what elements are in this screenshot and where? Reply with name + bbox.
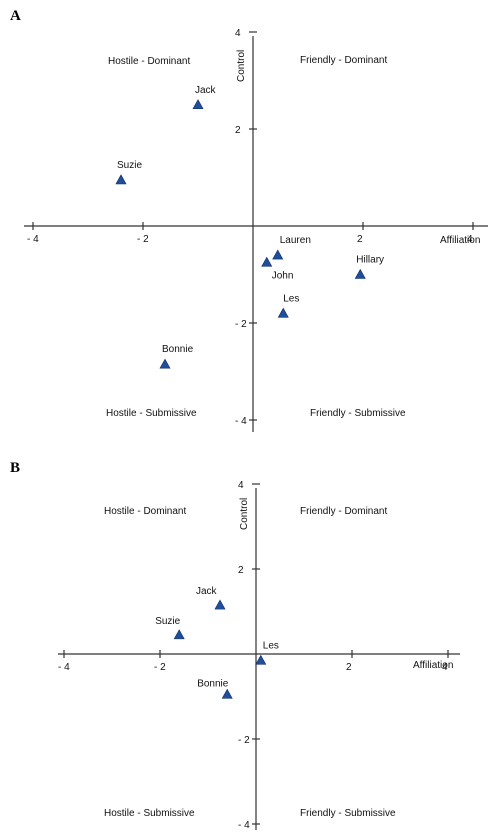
panel-a-quadrant-bottom-right: Friendly - Submissive	[310, 408, 406, 419]
panel-b-quadrant-top-right: Friendly - Dominant	[300, 506, 387, 517]
panel-b: B Affiliation Control Hostile - Dominant…	[10, 460, 460, 831]
panel-a-x-tick-label: - 4	[27, 234, 39, 245]
panel-b-x-tick-label: 2	[346, 662, 352, 673]
panel-b-y-tick-label: 4	[238, 480, 244, 491]
panel-a-point-label-john: John	[272, 270, 294, 281]
panel-a-point-label-jack: Jack	[195, 85, 217, 96]
panel-a-point-label-suzie: Suzie	[117, 160, 142, 171]
panel-a-point-bonnie	[159, 358, 171, 369]
panel-b-point-label-suzie: Suzie	[155, 616, 180, 627]
panel-a-letter: A	[10, 8, 21, 24]
panel-a: A Affiliation Control Hostile - Dominant…	[10, 8, 488, 432]
panel-a-point-suzie	[115, 174, 127, 185]
panel-a-y-axis-label: Control	[236, 50, 247, 82]
panel-b-x-axis-label: Affiliation	[413, 660, 453, 671]
panel-b-point-les	[255, 654, 267, 665]
panel-a-y-tick-label: 2	[235, 125, 241, 136]
panel-b-y-axis-label: Control	[239, 498, 250, 530]
panel-a-marks: - 4 - 2 2 4 4 2 - 2 - 4 Jack Suzie Lauren John Hilla…	[27, 28, 474, 427]
panel-b-y-tick-label: - 4	[238, 820, 250, 831]
panel-a-quadrant-top-left: Hostile - Dominant	[108, 56, 190, 67]
panel-b-x-tick-label: - 4	[58, 662, 70, 673]
panel-b-quadrant-bottom-left: Hostile - Submissive	[104, 808, 195, 819]
panel-a-x-tick-label: 2	[357, 234, 363, 245]
panel-b-point-label-les: Les	[263, 640, 279, 651]
panel-b-letter: B	[10, 460, 20, 476]
panel-a-point-hillary	[354, 268, 366, 279]
panel-a-quadrant-bottom-left: Hostile - Submissive	[106, 408, 197, 419]
panel-b-quadrant-top-left: Hostile - Dominant	[104, 506, 186, 517]
panel-a-y-tick-label: - 4	[235, 416, 247, 427]
panel-b-point-jack	[214, 599, 226, 610]
panel-a-point-label-hillary: Hillary	[356, 255, 384, 266]
panel-a-x-axis-label: Affiliation	[440, 235, 480, 246]
panel-a-y-tick-label: - 2	[235, 319, 247, 330]
panel-b-point-bonnie	[221, 688, 233, 699]
panel-b-x-tick-label: 4	[442, 662, 448, 673]
panel-a-x-tick-label: 4	[467, 234, 473, 245]
panel-b-point-label-bonnie: Bonnie	[197, 678, 229, 689]
panel-a-quadrant-top-right: Friendly - Dominant	[300, 55, 387, 66]
panel-b-y-tick-label: 2	[238, 565, 244, 576]
panel-b-point-suzie	[173, 629, 185, 640]
panel-a-y-tick-label: 4	[235, 28, 241, 39]
panel-a-point-lauren	[272, 249, 284, 260]
panel-a-point-label-lauren: Lauren	[280, 235, 311, 246]
panel-a-point-label-bonnie: Bonnie	[162, 344, 194, 355]
panel-a-point-john	[261, 256, 273, 267]
panel-a-x-tick-label: - 2	[137, 234, 149, 245]
panel-b-marks: - 4 - 2 2 4 4 2 - 2 - 4 Jack Suzie Les Bonnie	[58, 480, 449, 831]
panel-b-x-tick-label: - 2	[154, 662, 166, 673]
panel-b-y-tick-label: - 2	[238, 735, 250, 746]
panel-b-quadrant-bottom-right: Friendly - Submissive	[300, 808, 396, 819]
panel-a-point-jack	[192, 99, 204, 110]
panel-b-point-label-jack: Jack	[196, 586, 218, 597]
panel-a-point-les	[277, 307, 289, 318]
panel-a-point-label-les: Les	[283, 293, 299, 304]
